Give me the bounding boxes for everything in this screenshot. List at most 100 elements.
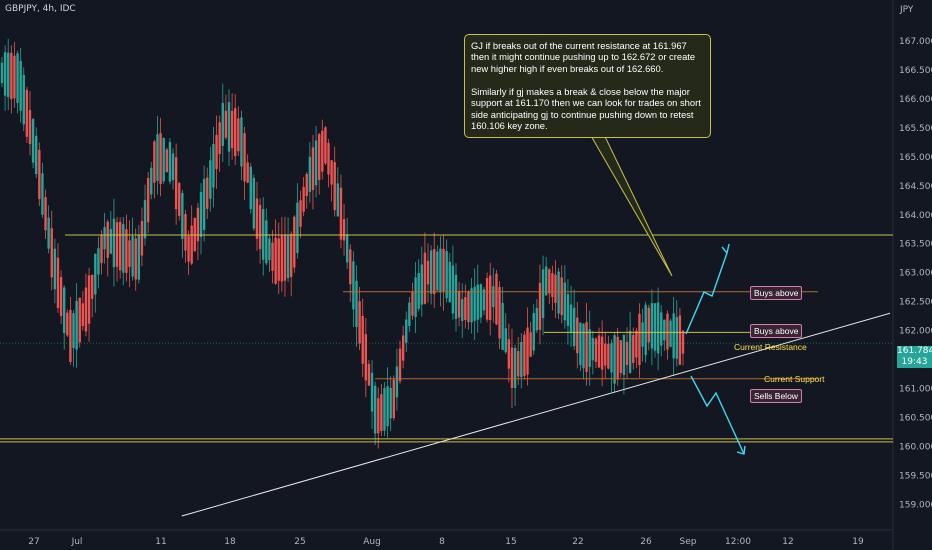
candle-body: [479, 284, 483, 318]
candle-body: [632, 334, 635, 363]
candle-body: [22, 74, 25, 125]
candle-body: [672, 313, 675, 359]
candle-body: [355, 280, 358, 328]
y-tick-label: 163.500: [899, 240, 932, 250]
candle-body: [380, 394, 383, 431]
candle-body: [451, 265, 455, 314]
current-resistance-label: Current Resistance: [734, 342, 807, 352]
x-tick-label: 22: [572, 537, 583, 547]
bearish-arrowhead: [736, 445, 746, 455]
candle-body: [563, 282, 567, 321]
candle-body: [181, 192, 184, 239]
candle-body: [268, 238, 271, 261]
candle-body: [364, 334, 368, 381]
candle-body: [383, 388, 386, 431]
candle-body: [227, 102, 231, 152]
candle-body: [78, 297, 81, 343]
candle-body: [660, 312, 663, 346]
y-tick-label: 162.500: [899, 298, 932, 308]
candle-body: [249, 166, 252, 210]
candle-body: [156, 134, 159, 181]
candle-body: [31, 119, 35, 163]
candle-body: [218, 122, 221, 155]
candle-body: [255, 198, 259, 239]
candle-body: [342, 219, 346, 241]
candle-body: [296, 202, 299, 253]
sells-below-label: Sells Below: [750, 389, 802, 403]
candle-body: [656, 302, 660, 354]
candle-body: [678, 315, 682, 365]
candle-body: [143, 200, 147, 239]
candle-body: [423, 252, 427, 304]
candle-body: [560, 277, 563, 316]
candle-body: [125, 229, 128, 273]
candle-body: [283, 234, 287, 281]
candle-body: [597, 335, 601, 368]
candle-body: [635, 330, 638, 358]
candle-body: [417, 272, 420, 309]
candle-body: [19, 60, 22, 111]
x-tick-label: 19: [852, 537, 864, 547]
candle-body: [212, 143, 215, 188]
candle-body: [53, 248, 57, 290]
candle-body: [604, 343, 607, 366]
buys-above-label-lower: Buys above: [750, 324, 803, 338]
y-tick-label: 160.000: [899, 442, 932, 452]
candle-body: [628, 330, 632, 373]
candle-body: [361, 315, 364, 364]
candle-body: [548, 269, 551, 294]
candle-body: [237, 118, 240, 152]
candle-body: [339, 187, 343, 240]
candle-body: [3, 52, 7, 96]
candle-body: [302, 186, 305, 212]
candle-body: [330, 160, 333, 185]
y-tick-label: 161.000: [899, 385, 932, 395]
candle-body: [262, 209, 265, 260]
x-tick-label: 15: [505, 537, 516, 547]
candle-body: [13, 55, 16, 99]
x-tick-label: Aug: [363, 537, 381, 547]
candle-body: [150, 167, 153, 195]
candle-body: [669, 320, 672, 347]
current-support-label: Current Support: [764, 374, 825, 384]
candle-body: [473, 286, 476, 321]
candle-body: [103, 227, 106, 250]
candle-body: [638, 313, 641, 365]
y-tick-label: 167.000: [899, 37, 932, 47]
candle-body: [190, 225, 193, 264]
candle-body: [520, 342, 523, 378]
candle-body: [433, 249, 436, 295]
candle-body: [305, 173, 308, 196]
candle-body: [610, 343, 613, 373]
candle-body: [94, 253, 97, 295]
candle-body: [507, 339, 511, 369]
candle-body: [171, 153, 175, 181]
candle-body: [576, 317, 579, 354]
x-tick-label: 27: [28, 537, 39, 547]
candle-body: [591, 338, 595, 361]
candle-body: [122, 224, 125, 273]
candle-body: [280, 235, 284, 282]
candle-body: [7, 52, 10, 98]
candle-body: [554, 274, 557, 303]
candle-body: [289, 233, 293, 277]
candle-body: [504, 328, 507, 353]
candle-body: [168, 142, 172, 182]
candle-body: [0, 62, 4, 83]
candle-body: [616, 336, 619, 380]
candle-body: [159, 133, 162, 185]
candle-body: [594, 338, 598, 362]
candle-body: [566, 294, 570, 326]
candle-body: [653, 303, 657, 351]
candle-body: [87, 275, 91, 324]
candle-body: [317, 134, 321, 180]
candle-body: [35, 135, 38, 174]
candle-body: [137, 234, 141, 280]
candle-body: [293, 216, 296, 268]
candle-body: [112, 218, 116, 268]
candle-body: [59, 277, 63, 317]
candle-body: [395, 366, 399, 398]
candle-body: [467, 291, 470, 323]
candle-body: [442, 248, 445, 291]
